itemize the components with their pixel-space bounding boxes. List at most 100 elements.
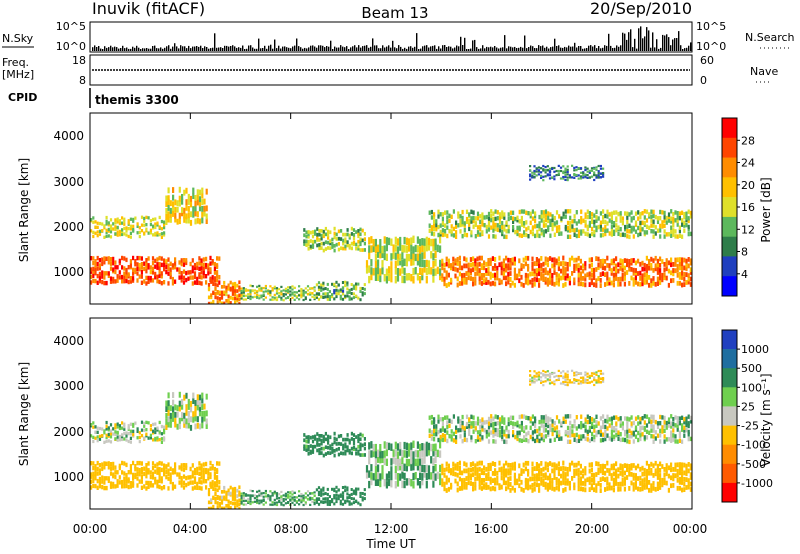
power-cell: [518, 271, 521, 277]
velocity-cell: [385, 481, 388, 489]
power-cell: [584, 261, 587, 266]
power-cell: [606, 214, 609, 219]
power-cell: [359, 239, 362, 244]
velocity-cell: [676, 416, 679, 421]
velocity-cell: [410, 456, 413, 465]
power-cell: [311, 230, 315, 234]
power-cell: [132, 217, 135, 222]
freq-panel: Freq. [MHz] 18 8 Nave 60 0: [2, 54, 778, 87]
power-cell: [571, 224, 574, 229]
power-cell: [151, 278, 155, 283]
velocity-cell: [590, 374, 594, 377]
velocity-cell: [467, 475, 470, 481]
power-cell: [121, 229, 124, 234]
velocity-cell: [489, 479, 492, 485]
power-cell: [513, 260, 516, 266]
velocity-cell: [363, 446, 366, 451]
nsearch-tick-bottom: 10^0: [696, 40, 726, 53]
velocity-cell: [145, 428, 148, 432]
velocity-cell: [315, 488, 318, 492]
velocity-cell: [469, 475, 472, 481]
power-cell: [189, 201, 193, 208]
nsky-bar: [438, 46, 440, 51]
power-cell: [487, 227, 491, 232]
velocity-cell: [396, 456, 400, 464]
velocity-cell: [672, 424, 675, 429]
velocity-cell: [580, 421, 583, 426]
nsky-bar: [262, 48, 264, 51]
velocity-cell: [116, 479, 119, 484]
velocity-cell: [586, 414, 589, 419]
power-cell: [437, 232, 440, 238]
velocity-cell: [410, 449, 413, 457]
velocity-cell: [588, 480, 591, 485]
power-cell: [247, 293, 250, 296]
power-cell: [549, 280, 552, 285]
power-cell: [582, 171, 585, 174]
velocity-cell: [167, 471, 170, 476]
velocity-cell: [326, 492, 329, 496]
power-cell: [538, 224, 541, 229]
velocity-cell: [661, 415, 664, 420]
velocity-cell: [557, 466, 560, 472]
power-cell: [421, 252, 424, 260]
power-cell: [107, 256, 110, 261]
power-cell: [632, 277, 635, 283]
power-cell: [327, 233, 330, 237]
nsky-bar: [466, 49, 468, 51]
velocity-cell: [269, 498, 272, 501]
power-cell: [182, 269, 186, 274]
velocity-cell: [597, 381, 600, 384]
power-cell: [676, 263, 679, 269]
power-cell: [557, 173, 560, 176]
power-cell: [659, 272, 662, 278]
power-cell: [461, 273, 464, 278]
velocity-cell: [619, 416, 622, 421]
velocity-cell: [439, 441, 442, 449]
velocity-cell: [632, 463, 635, 468]
velocity-cell: [320, 488, 323, 492]
nsky-bar: [152, 46, 154, 51]
power-cell: [116, 278, 119, 283]
velocity-cell: [165, 470, 168, 475]
velocity-cell: [641, 425, 644, 430]
power-cell: [454, 258, 457, 264]
velocity-cell: [608, 471, 611, 476]
velocity-cell: [112, 484, 115, 489]
velocity-cell: [601, 470, 604, 476]
power-cell: [546, 281, 549, 287]
nsky-bar: [218, 47, 220, 51]
power-cell: [474, 266, 477, 271]
velocity-cell: [511, 462, 514, 468]
velocity-cell: [370, 464, 373, 472]
velocity-cell: [623, 463, 626, 468]
velocity-cell: [187, 475, 190, 480]
power-cell: [573, 169, 576, 172]
velocity-cell: [318, 448, 321, 452]
nsky-bar: [662, 34, 664, 51]
power-colorbar-tick-label: 12: [741, 223, 755, 236]
power-cell: [549, 218, 552, 224]
velocity-cell: [359, 432, 362, 437]
power-cell: [412, 267, 415, 276]
power-colorbar-swatch: [722, 256, 737, 277]
velocity-cell: [377, 455, 380, 463]
nsky-bar: [308, 47, 310, 51]
velocity-cell: [158, 478, 161, 484]
power-cell: [377, 259, 380, 267]
power-cell: [555, 258, 558, 264]
velocity-cell: [597, 379, 600, 382]
velocity-cell: [487, 424, 491, 430]
velocity-ytick-4000: 4000: [53, 334, 84, 348]
power-cell: [198, 272, 201, 277]
power-cell: [412, 252, 415, 260]
velocity-cell: [582, 379, 585, 382]
power-cell: [659, 216, 662, 221]
velocity-cell: [185, 463, 188, 468]
velocity-cell: [461, 424, 464, 430]
power-cell: [511, 257, 514, 263]
power-cell: [661, 210, 664, 215]
velocity-cell: [355, 451, 358, 456]
power-cell: [538, 263, 541, 268]
power-cell: [211, 278, 214, 284]
